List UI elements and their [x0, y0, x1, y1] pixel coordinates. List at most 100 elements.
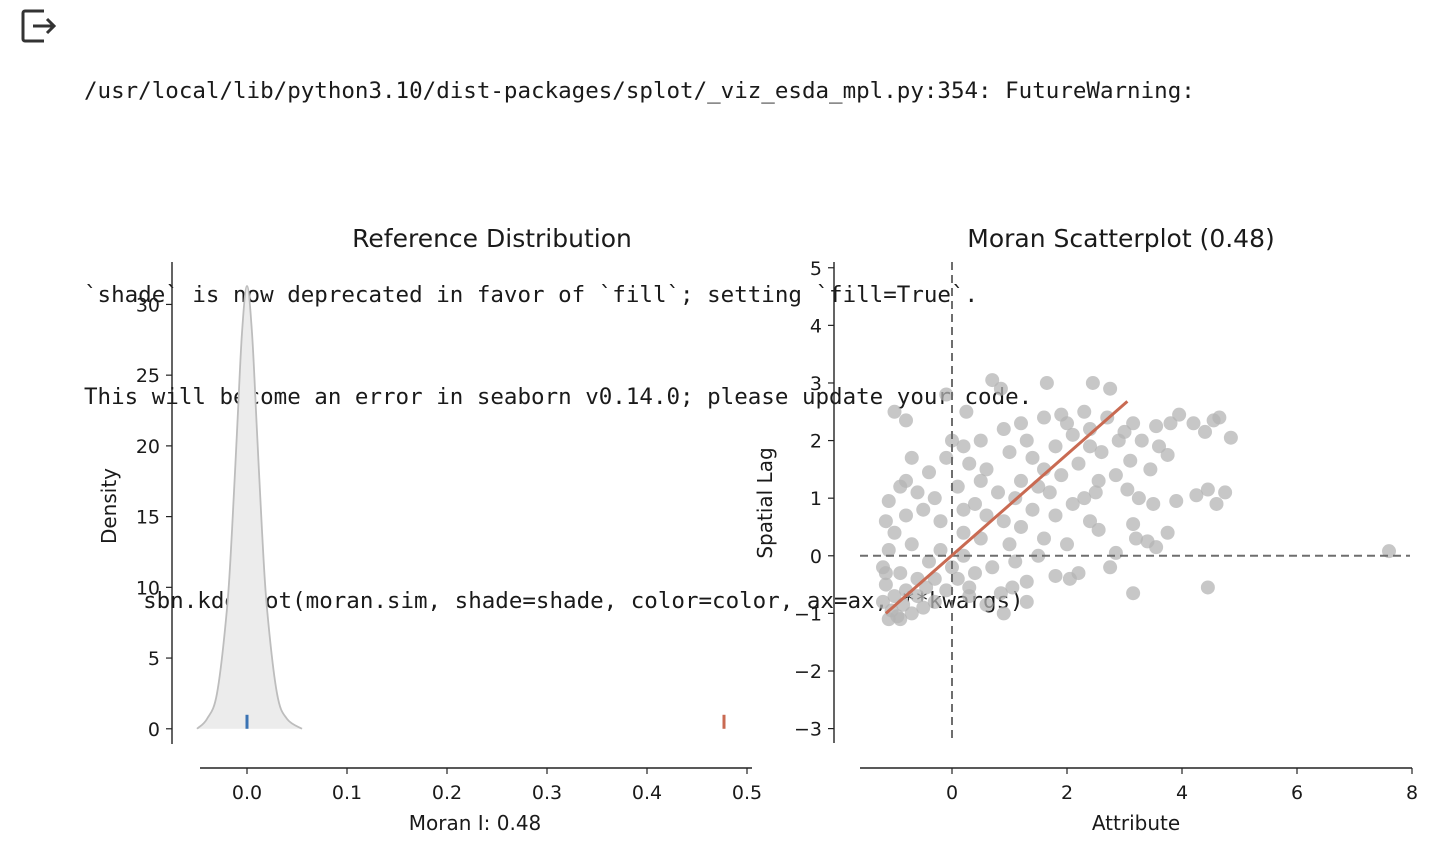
- scatter-point: [956, 525, 971, 540]
- scatter-point: [916, 600, 931, 615]
- scatter-point: [1091, 473, 1106, 488]
- scatter-point: [1014, 473, 1028, 488]
- reference-distribution-chart: Reference Distribution 0 5 10 15 20 25 30 0.0 0.1…: [97, 224, 762, 835]
- scatter-point: [899, 508, 913, 523]
- y-tick-label: 0: [148, 719, 160, 741]
- scatter-point: [1103, 560, 1118, 575]
- scatter-point: [950, 571, 965, 586]
- scatter-point: [927, 491, 942, 506]
- scatter-point: [878, 577, 893, 592]
- scatter-point: [919, 580, 934, 595]
- scatter-point: [962, 580, 977, 595]
- scatter-point: [1123, 453, 1138, 468]
- y-tick-label: 0: [810, 546, 822, 568]
- chart-title: Reference Distribution: [352, 224, 632, 253]
- y-tick-label: 1: [810, 488, 822, 510]
- scatter-point: [1146, 496, 1161, 511]
- scatter-point: [979, 508, 994, 523]
- scatter-point: [1060, 416, 1074, 431]
- scatter-point: [1005, 580, 1020, 595]
- scatter-point: [939, 450, 954, 465]
- y-tick-label: −3: [794, 719, 822, 741]
- scatter-point: [1152, 439, 1166, 454]
- scatter-point: [1186, 416, 1201, 431]
- scatter-point: [887, 525, 902, 540]
- scatter-point: [1160, 447, 1175, 462]
- scatter-point: [1039, 375, 1054, 390]
- scatter-point: [956, 439, 971, 454]
- warning-output: /usr/local/lib/python3.10/dist-packages/…: [84, 6, 1448, 652]
- scatter-point: [1200, 580, 1215, 595]
- scatter-point: [939, 387, 954, 402]
- output-arrow-icon: [21, 9, 57, 43]
- scatter-point: [996, 514, 1011, 529]
- scatter-point: [996, 422, 1011, 437]
- scatter-point: [1218, 485, 1233, 500]
- scatter-point: [945, 433, 959, 448]
- scatter-point: [1025, 450, 1040, 465]
- scatter-point: [956, 548, 971, 563]
- y-tick-label: 20: [136, 436, 160, 458]
- y-tick-label: 3: [810, 373, 822, 395]
- scatter-point: [1126, 416, 1141, 431]
- scatter-point: [1048, 568, 1063, 583]
- scatter-point: [1077, 404, 1092, 419]
- scatter-point: [1083, 514, 1097, 529]
- scatter-point: [1088, 485, 1103, 500]
- kde-fill: [197, 286, 302, 729]
- warning-line: `shade` is now deprecated in favor of `f…: [84, 282, 979, 308]
- scatter-point: [916, 502, 931, 517]
- scatter-point: [1129, 531, 1143, 546]
- scatter-point: [1209, 496, 1224, 511]
- scatter-point: [933, 514, 948, 529]
- scatter-point: [1019, 594, 1034, 609]
- scatter-point: [1108, 545, 1123, 560]
- y-tick-label: 15: [136, 507, 160, 529]
- y-tick-label: 10: [136, 577, 160, 599]
- scatter-point: [927, 594, 942, 609]
- scatter-point: [876, 594, 890, 609]
- scatter-point: [1131, 491, 1146, 506]
- scatter-point: [922, 554, 936, 569]
- scatter-point: [1065, 427, 1080, 442]
- scatter-point: [968, 566, 982, 581]
- scatter-point: [893, 479, 908, 494]
- scatter-point: [979, 597, 994, 612]
- chart-title: Moran Scatterplot (0.48): [967, 224, 1274, 253]
- scatter-point: [1120, 482, 1135, 497]
- scatter-point: [973, 433, 988, 448]
- scatter-point: [1002, 537, 1017, 552]
- scatter-point: [1083, 439, 1097, 454]
- x-tick-label: 0.5: [732, 782, 762, 804]
- x-tick-label: 0: [946, 782, 958, 804]
- y-tick-label: 30: [136, 294, 160, 316]
- scatter-point: [1048, 508, 1063, 523]
- scatter-point: [1223, 430, 1238, 445]
- scatter-point: [904, 606, 919, 621]
- scatter-point: [1085, 375, 1100, 390]
- scatter-point: [899, 413, 913, 428]
- regression-line: [884, 400, 1129, 615]
- scatter-point: [985, 560, 1000, 575]
- scatter-point: [1126, 586, 1141, 601]
- x-tick-label: 2: [1061, 782, 1073, 804]
- scatter-point: [996, 606, 1011, 621]
- scatter-point: [1054, 468, 1069, 483]
- y-axis-label: Density: [97, 468, 121, 544]
- x-axis-label: Moran I: 0.48: [409, 811, 542, 835]
- scatter-point: [973, 473, 988, 488]
- scatter-point: [1048, 439, 1063, 454]
- scatter-point: [1169, 494, 1184, 509]
- scatter-point: [1189, 488, 1204, 503]
- scatter-point: [991, 485, 1005, 500]
- scatter-point: [881, 494, 896, 509]
- scatter-point: [1111, 433, 1126, 448]
- scatter-point: [1200, 482, 1215, 497]
- scatter-point: [1103, 381, 1118, 396]
- y-tick-label: 4: [810, 315, 822, 337]
- scatter-point: [950, 479, 965, 494]
- y-tick-label: 2: [810, 431, 822, 453]
- scatter-point: [1160, 525, 1175, 540]
- scatter-point: [910, 485, 925, 500]
- scatter-point: [1126, 517, 1141, 532]
